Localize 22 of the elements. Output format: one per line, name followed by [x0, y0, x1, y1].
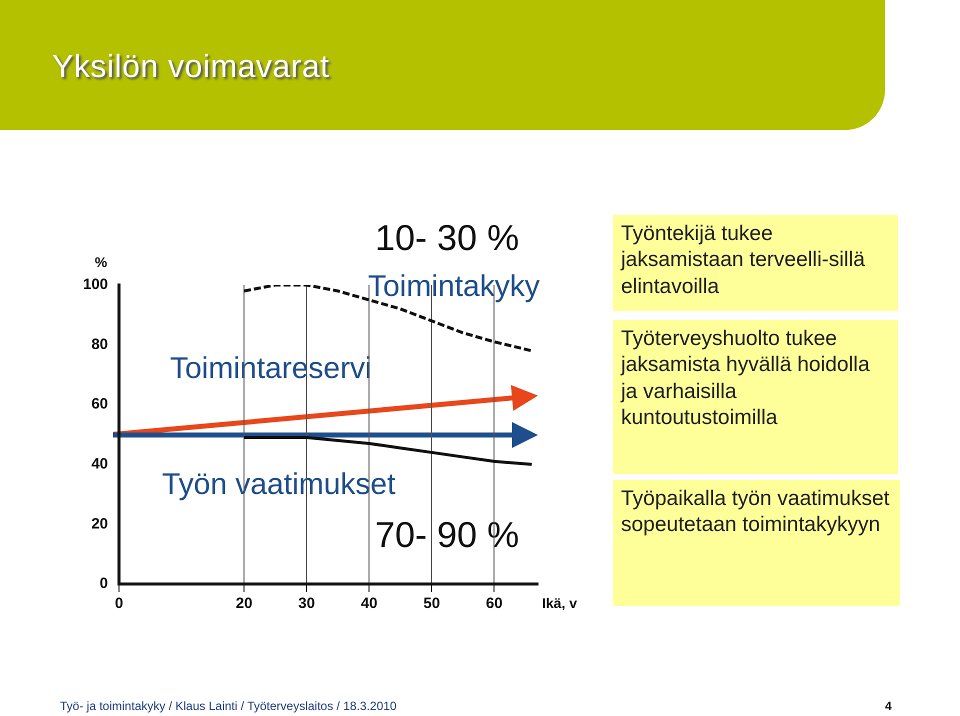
y-tick-label: 40	[91, 456, 108, 473]
x-tick-label: 0	[114, 595, 124, 612]
text: Työpaikalla työn vaatimukset sopeutetaan toimintakykyyn	[613, 480, 900, 606]
x-tick-label: 30	[298, 595, 315, 612]
y-tick-label: 60	[91, 396, 108, 413]
text: Työterveyshuolto tukee jaksamista hyvällä hoidolla ja varhaisilla kuntoutustoimilla	[613, 320, 898, 474]
text: Työntekijä tukee jaksamistaan terveelli-sillä elintavoilla	[613, 215, 898, 311]
y-axis-title: %	[94, 254, 108, 270]
y-tick-label: 20	[91, 515, 108, 532]
chart-title: Yksilön voimavarat	[52, 48, 330, 85]
x-tick-label: 20	[236, 595, 252, 612]
y-tick-label: 100	[82, 276, 108, 294]
text: Työ- ja toimintakyky / Klaus Lainti / Työterveyslaitos / 18.3.2010	[60, 699, 397, 714]
x-axis-title: Ikä, v	[542, 595, 578, 611]
y-tick-label: 80	[91, 336, 108, 353]
x-tick-label: 50	[423, 595, 440, 612]
y-tick-label: 0	[100, 575, 108, 592]
text: 4	[885, 699, 892, 714]
x-tick-label: 40	[360, 595, 378, 612]
x-tick-label: 60	[486, 595, 503, 612]
annotation: Toimintakyky	[368, 270, 540, 303]
text: 10- 30 %	[375, 217, 520, 258]
